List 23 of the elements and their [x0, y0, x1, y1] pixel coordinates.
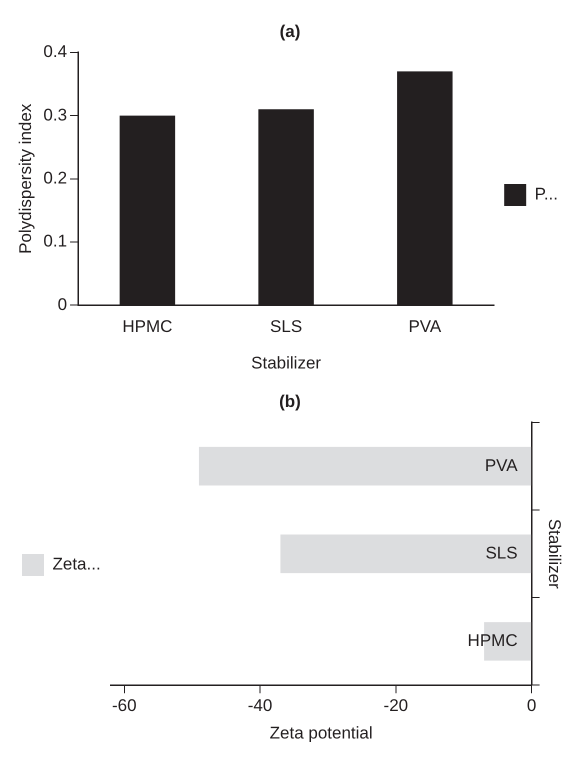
y-axis-title: Stabilizer — [545, 518, 564, 590]
x-axis-title: Stabilizer — [251, 353, 322, 372]
x-tick-label: -60 — [112, 696, 137, 716]
y-tick-label: SLS — [485, 543, 518, 562]
legend-label: Zeta... — [52, 554, 101, 574]
y-tick-label: 0.2 — [43, 168, 68, 188]
chart-title: (b) — [279, 392, 301, 411]
x-axis-title: Zeta potential — [270, 723, 373, 742]
x-tick-label: SLS — [270, 317, 302, 336]
chart-title: (a) — [280, 22, 300, 41]
x-tick-label: -20 — [384, 696, 408, 716]
x-tick-label: HPMC — [122, 317, 172, 336]
y-tick-label: HPMC — [468, 631, 518, 650]
x-tick-label: -40 — [248, 696, 272, 716]
y-axis-title: Polydispersity index — [16, 103, 35, 254]
x-tick-label: 0 — [526, 696, 536, 716]
y-tick-label: PVA — [484, 456, 518, 475]
y-tick-label: 0.1 — [43, 232, 68, 251]
x-tick-label: PVA — [408, 317, 442, 336]
y-tick-label: 0.4 — [43, 42, 68, 62]
legend-label: P... — [534, 184, 558, 204]
y-tick-label: 0.3 — [43, 105, 68, 124]
y-tick-label: 0 — [58, 294, 68, 314]
